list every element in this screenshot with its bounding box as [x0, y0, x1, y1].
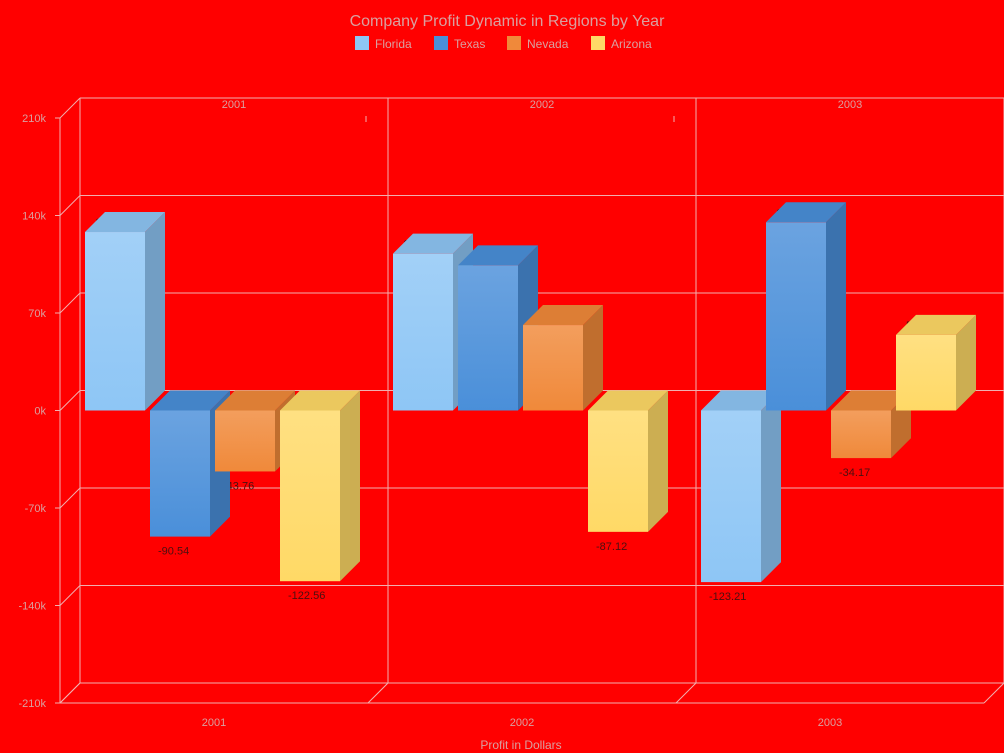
value-label: -87.12 [596, 541, 627, 553]
bar-top [896, 314, 976, 335]
value-label: -123.21 [709, 591, 746, 603]
grid-side-line [59, 585, 81, 606]
floor-line [675, 682, 697, 704]
bar-arizona-2002 [588, 390, 668, 532]
legend-swatch-florida [355, 36, 369, 50]
bar-front [896, 334, 956, 411]
bar-top [393, 233, 473, 254]
bar-top [280, 390, 360, 411]
grid-side-line [59, 487, 81, 509]
bar-nevada-2002 [523, 305, 603, 411]
x-category-label: 2001 [202, 717, 226, 729]
grid-side-line [59, 390, 81, 411]
bar-side [826, 202, 846, 411]
top-category-label: 2001 [222, 99, 246, 111]
bar-side [956, 314, 976, 411]
legend-label-texas: Texas [454, 37, 485, 51]
y-tick-label: 70k [28, 308, 46, 320]
bar-front [766, 222, 826, 411]
legend-swatch-nevada [507, 36, 521, 50]
bar-top [831, 390, 911, 411]
bar-top [458, 245, 538, 266]
chart-title: Company Profit Dynamic in Regions by Yea… [350, 13, 665, 30]
bar-top [588, 390, 668, 411]
grid-side-line [59, 292, 81, 314]
bar-top [150, 390, 230, 411]
bar-top [215, 390, 295, 411]
bar-side [583, 305, 603, 411]
bar-front [150, 410, 210, 537]
bar-front [701, 410, 761, 583]
bar-top [523, 305, 603, 326]
legend-swatch-texas [434, 36, 448, 50]
bar-florida-2001 [85, 212, 165, 411]
bar-side [648, 390, 668, 532]
y-tick-label: 140k [22, 211, 46, 223]
bar-front [393, 253, 453, 411]
y-tick-label: -70k [25, 503, 47, 515]
y-tick-label: 0k [34, 406, 46, 418]
bar-front [458, 265, 518, 411]
bar-front [215, 410, 275, 472]
bar-front [85, 232, 145, 411]
value-label: -90.54 [158, 546, 189, 558]
floor-line [367, 682, 389, 704]
bar-florida-2003 [701, 390, 781, 583]
legend-swatch-arizona [591, 36, 605, 50]
bar-top [766, 202, 846, 223]
plot-area: 210k 140k 70k 0k -70k -140k -210k 2001 2001 2002 2… [18, 97, 1004, 729]
top-category-label: 2003 [838, 99, 862, 111]
bar-texas-2003 [766, 202, 846, 411]
value-label: -43.76 [223, 480, 254, 492]
legend-label-nevada: Nevada [527, 37, 569, 51]
bar-texas-2002 [458, 245, 538, 411]
x-axis-title: Profit in Dollars [480, 738, 561, 752]
grid-side-line [59, 195, 81, 216]
bar-arizona-2001 [280, 390, 360, 582]
grid-side-line [59, 97, 81, 119]
bar-side [145, 212, 165, 411]
value-label: -34.17 [839, 467, 870, 479]
bar-front [523, 325, 583, 411]
legend-label-arizona: Arizona [611, 37, 652, 51]
legend-label-florida: Florida [375, 37, 412, 51]
top-category-label: 2002 [530, 99, 554, 111]
floor-line [983, 682, 1004, 704]
x-category-label: 2003 [818, 717, 842, 729]
floor-line [59, 682, 81, 704]
legend: Florida Texas Nevada Arizona [355, 36, 652, 51]
bar-top [85, 212, 165, 233]
bar-top [701, 390, 781, 411]
bar-front [280, 410, 340, 582]
y-tick-label: -210k [18, 698, 46, 710]
y-tick-label: -140k [18, 601, 46, 613]
bar-side [340, 390, 360, 582]
value-label: -122.56 [288, 590, 325, 602]
bar-front [588, 410, 648, 532]
x-category-label: 2002 [510, 717, 534, 729]
bar-side [761, 390, 781, 583]
bar-front [831, 410, 891, 459]
bar-arizona-2003 [896, 314, 976, 411]
y-tick-label: 210k [22, 113, 46, 125]
